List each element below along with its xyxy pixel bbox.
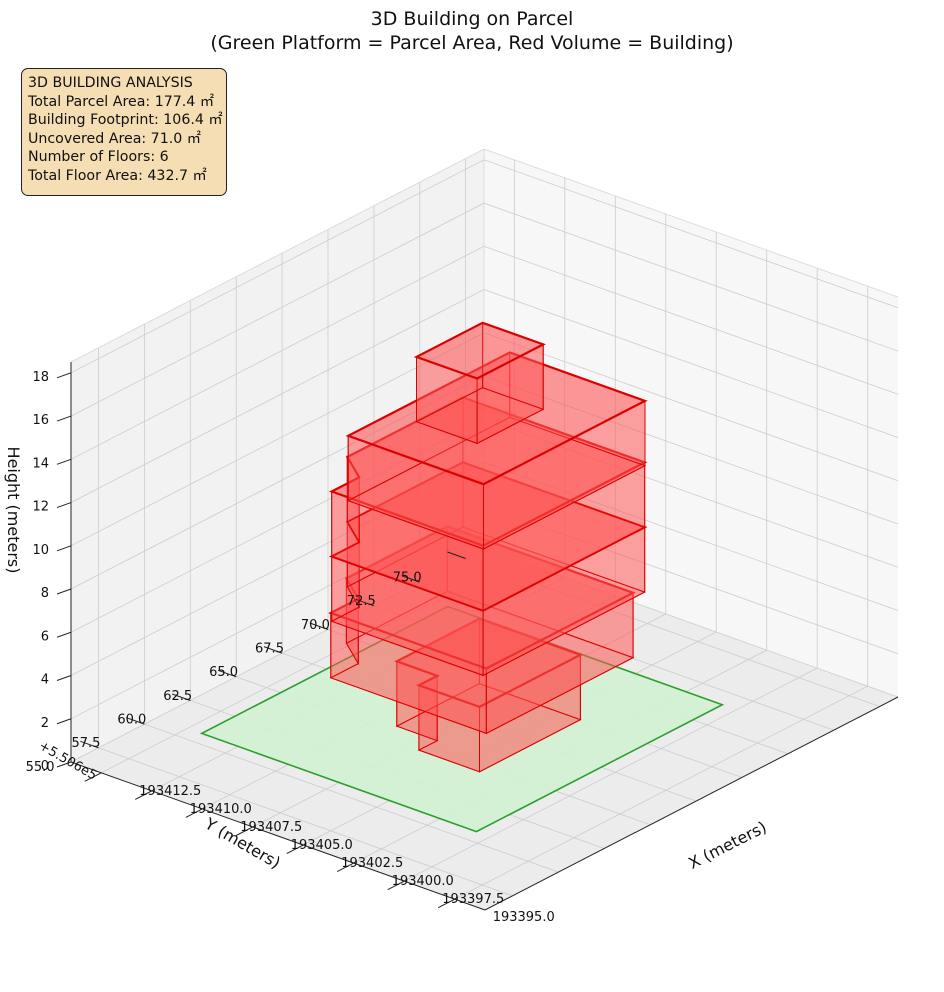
info-parcel-area: Total Parcel Area: 177.4 ㎡ [28, 93, 215, 110]
building-volume [394, 617, 584, 773]
x-tick [135, 790, 153, 800]
building-volume [413, 321, 546, 445]
x-tick [185, 808, 203, 818]
x-tick [437, 898, 455, 909]
pane-back-left [71, 149, 484, 762]
info-building-footprint: Building Footprint: 106.4 ㎡ [28, 112, 223, 128]
x-tick-label: 193395.0 [493, 910, 555, 925]
pane-back-right [484, 149, 898, 697]
z-tick [56, 415, 72, 422]
chart-subtitle: (Green Platform = Parcel Area, Red Volum… [210, 32, 734, 54]
z-tick [56, 545, 72, 552]
y-axis-line [70, 761, 486, 911]
y-tick-label: 57.5 [71, 736, 100, 751]
y-tick-label: 75.0 [393, 570, 422, 585]
z-tick-label: 8 [41, 586, 49, 601]
z-axis-label: Height (meters) [4, 447, 23, 574]
building-volume [328, 396, 648, 612]
y-tick [217, 669, 237, 678]
volume-top [394, 617, 584, 709]
y-tick-label: 65.0 [209, 665, 238, 680]
x-tick [84, 772, 102, 782]
z-tick-label: 18 [32, 370, 49, 385]
x-tick-label: 193397.5 [442, 892, 504, 907]
y-tick-label: 55.0 [26, 760, 55, 775]
x-tick-label: 193407.5 [240, 820, 302, 835]
y-tick [355, 598, 375, 607]
z-tick [56, 588, 72, 595]
z-tick [56, 631, 72, 638]
volume-top [413, 321, 546, 380]
volume-top [345, 351, 648, 486]
z-tick [56, 718, 72, 725]
axis-lines [70, 148, 899, 911]
x-tick [236, 826, 253, 836]
z-tick [56, 372, 72, 379]
x-tick [336, 862, 354, 873]
y-tick-label: 72.5 [347, 594, 376, 609]
y-tick [263, 646, 283, 654]
x-tick [286, 844, 304, 854]
y-tick [447, 551, 466, 559]
x-axis-line [484, 696, 899, 911]
z-tick [56, 458, 72, 465]
tick-labels: 193395.0 193397.5 193400.0 193402.5 193405.0… [26, 370, 555, 925]
building-volume [328, 525, 636, 735]
z-tick-label: 2 [41, 716, 49, 731]
y-tick-label: 67.5 [255, 641, 284, 656]
z-tick-label: 4 [41, 673, 49, 688]
y-tick [80, 740, 99, 749]
z-tick-label: 16 [32, 413, 49, 428]
z-tick-label: 14 [32, 456, 49, 471]
x-axis-label: X (meters) [685, 817, 769, 873]
z-tick-label: 10 [32, 543, 49, 558]
x-tick-label: 193405.0 [291, 838, 353, 853]
y-tick [401, 575, 420, 583]
info-floors: Number of Floors: 6 [28, 149, 169, 165]
z-tick [56, 675, 72, 681]
volume-top [328, 525, 636, 670]
y-tick [171, 693, 191, 701]
z-tick-label: 12 [32, 500, 49, 515]
z-tick-label: 6 [41, 629, 49, 644]
y-tick [126, 717, 145, 725]
y-tick-label: 62.5 [163, 689, 192, 704]
y-tick-label: 60.0 [117, 712, 146, 727]
x-tick-label: 193400.0 [392, 874, 454, 889]
y-tick [309, 622, 329, 630]
y-tick-label: 70.0 [301, 618, 330, 633]
analysis-info-box: 3D BUILDING ANALYSIS Total Parcel Area: … [21, 68, 227, 196]
x-tick-label: 193412.5 [139, 784, 201, 799]
z-tick [56, 502, 72, 509]
chart-title: 3D Building on Parcel [370, 8, 574, 30]
info-uncovered-area: Uncovered Area: 71.0 ㎡ [28, 130, 201, 147]
info-heading: 3D BUILDING ANALYSIS [28, 75, 193, 91]
x-tick-label: 193410.0 [190, 802, 252, 817]
z-tick [56, 761, 72, 768]
plot-data [199, 321, 725, 833]
parcel-platform [199, 605, 725, 833]
x-tick-label: 193402.5 [341, 856, 403, 871]
z-tick-label: 0 [41, 759, 49, 774]
x-tick [387, 880, 405, 891]
info-total-floor-area: Total Floor Area: 432.7 ㎡ [28, 167, 207, 184]
